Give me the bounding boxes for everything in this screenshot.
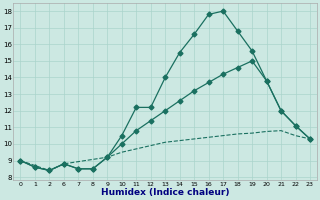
X-axis label: Humidex (Indice chaleur): Humidex (Indice chaleur) <box>101 188 229 197</box>
